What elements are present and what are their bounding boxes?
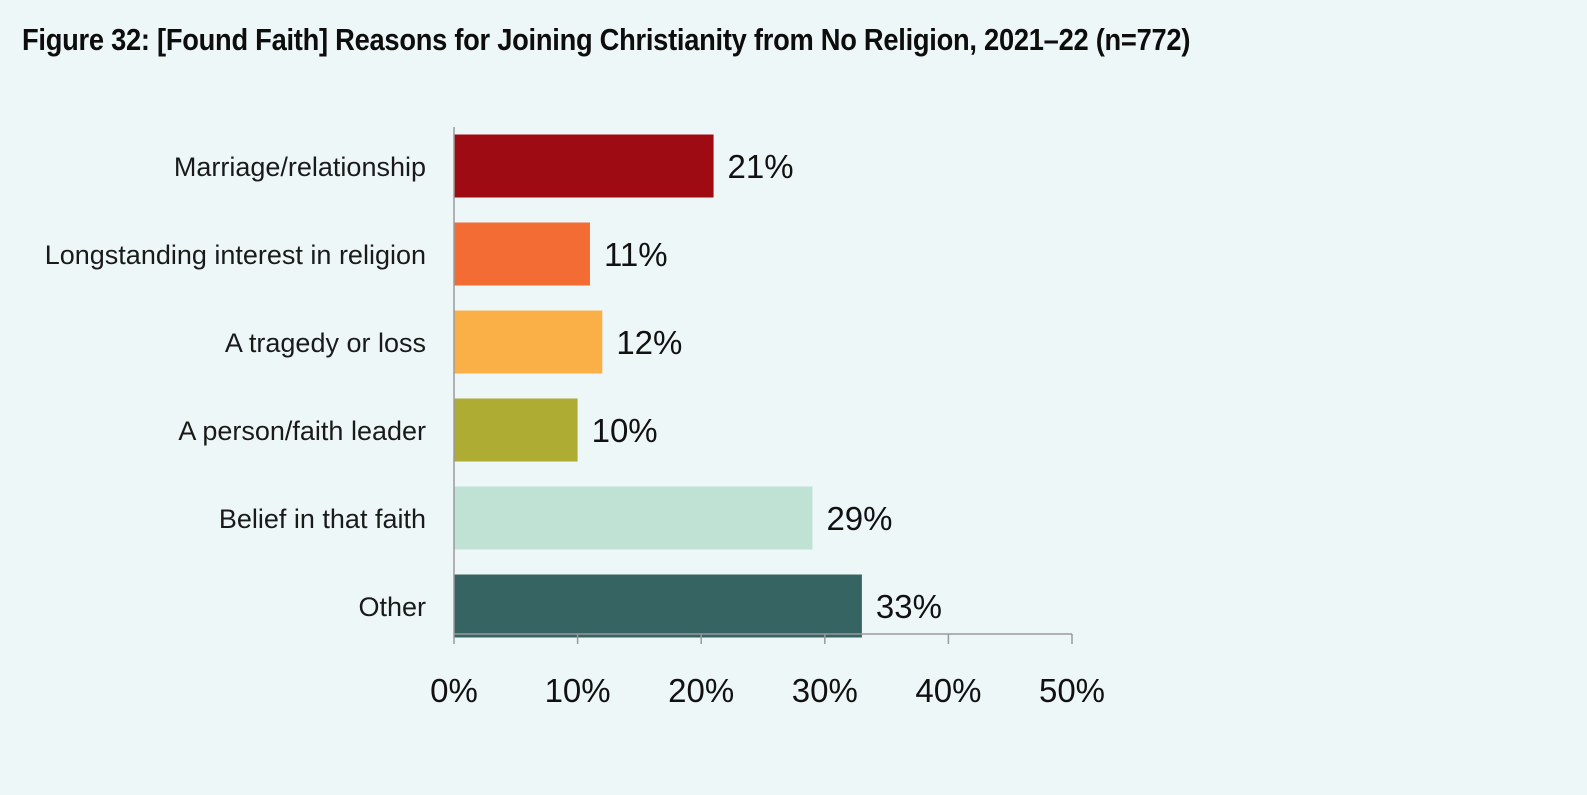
value-label-5: 33% bbox=[876, 588, 942, 625]
category-label-3: A person/faith leader bbox=[178, 416, 426, 446]
x-tick-label-3: 30% bbox=[792, 672, 858, 709]
category-label-5: Other bbox=[358, 592, 426, 622]
value-label-1: 11% bbox=[604, 236, 668, 273]
category-label-4: Belief in that faith bbox=[219, 504, 426, 534]
bar-0 bbox=[454, 134, 714, 198]
x-tick-label-1: 10% bbox=[545, 672, 611, 709]
value-label-3: 10% bbox=[592, 412, 658, 449]
x-tick-label-4: 40% bbox=[915, 672, 981, 709]
chart-title: Figure 32: [Found Faith] Reasons for Joi… bbox=[22, 22, 1191, 57]
value-label-4: 29% bbox=[826, 500, 892, 537]
x-tick-label-5: 50% bbox=[1039, 672, 1105, 709]
bar-5 bbox=[454, 574, 862, 638]
bar-1 bbox=[454, 222, 590, 286]
bar-3 bbox=[454, 398, 578, 462]
value-label-2: 12% bbox=[616, 324, 682, 361]
category-label-2: A tragedy or loss bbox=[225, 328, 426, 358]
value-label-0: 21% bbox=[728, 148, 794, 185]
bar-2 bbox=[454, 310, 603, 374]
category-label-0: Marriage/relationship bbox=[174, 152, 426, 182]
bar-4 bbox=[454, 486, 813, 550]
category-label-1: Longstanding interest in religion bbox=[45, 240, 426, 270]
x-tick-label-0: 0% bbox=[430, 672, 478, 709]
x-tick-label-2: 20% bbox=[668, 672, 734, 709]
